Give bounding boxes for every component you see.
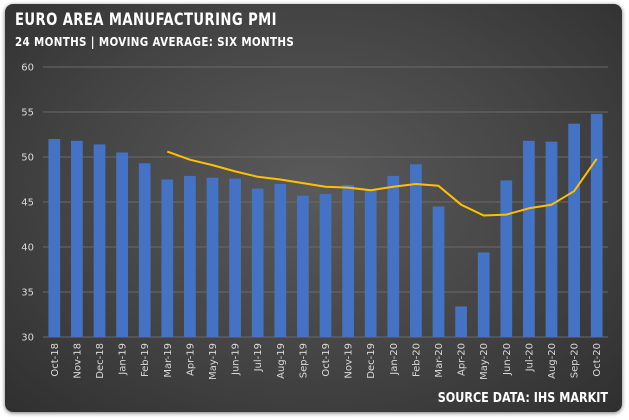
- y-tick-label: 30: [21, 333, 34, 344]
- bar: [229, 178, 241, 337]
- y-tick-label: 55: [21, 108, 34, 119]
- x-tick-label: Jan-20: [389, 343, 400, 376]
- x-tick-label: Nov-18: [72, 343, 83, 379]
- bar: [297, 195, 309, 337]
- x-tick-label: Dec-18: [95, 343, 106, 379]
- x-tick-label: May-19: [208, 343, 219, 380]
- x-tick-label: Jun-20: [502, 343, 513, 376]
- y-tick-label: 45: [21, 198, 34, 209]
- bar: [206, 177, 219, 337]
- y-tick-label: 50: [21, 153, 34, 164]
- bar: [274, 184, 287, 337]
- bar: [590, 113, 603, 337]
- bar: [568, 123, 580, 337]
- x-tick-label: Jun-19: [231, 343, 242, 376]
- bar: [161, 179, 174, 337]
- y-tick-label: 35: [21, 288, 34, 299]
- x-tick-label: Oct-18: [50, 343, 61, 377]
- bar: [71, 140, 83, 337]
- bar: [319, 193, 332, 337]
- bar: [364, 190, 377, 337]
- x-tick-label: May-20: [479, 343, 490, 380]
- bar: [116, 152, 128, 337]
- x-tick-label: Mar-20: [434, 343, 445, 378]
- bar: [545, 141, 558, 337]
- x-tick-label: Dec-19: [366, 343, 377, 379]
- chart-card: EURO AREA MANUFACTURING PMI 24 MONTHS | …: [5, 4, 622, 412]
- x-tick-label: Mar-19: [163, 343, 174, 378]
- x-tick-label: Apr-19: [185, 343, 196, 376]
- x-tick-label: Sep-20: [570, 343, 581, 378]
- bar: [251, 188, 264, 337]
- x-tick-label: Oct-19: [321, 343, 332, 377]
- bar: [138, 163, 151, 337]
- bar: [432, 206, 445, 337]
- bar: [523, 140, 535, 337]
- bar: [477, 252, 490, 337]
- bar: [410, 164, 422, 337]
- x-tick-label: Jul-20: [524, 343, 535, 372]
- chart-title: EURO AREA MANUFACTURING PMI: [15, 10, 277, 30]
- x-tick-label: Feb-19: [140, 343, 151, 377]
- bar: [455, 306, 467, 337]
- y-tick-label: 40: [21, 243, 34, 254]
- bar: [48, 139, 61, 337]
- bar: [184, 175, 196, 337]
- bar: [500, 180, 513, 337]
- x-tick-label: Aug-19: [276, 343, 287, 379]
- pmi-chart: 30 35 40 45 50 55 60 Oct-18 Nov-18 Dec-18 Jan-19 Fe…: [21, 63, 608, 380]
- x-tick-label: Feb-20: [411, 343, 422, 377]
- source-note: SOURCE DATA: IHS MARKIT: [437, 391, 608, 406]
- x-tick-label: Oct-20: [592, 343, 603, 377]
- y-tick-label: 60: [21, 63, 34, 74]
- x-tick-label: Jul-19: [253, 343, 264, 372]
- x-tick-label: Nov-19: [344, 343, 355, 379]
- moving-average-line: [166, 150, 598, 217]
- x-tick-label: Jan-19: [118, 343, 129, 376]
- x-tick-label: Apr-20: [457, 343, 468, 376]
- x-tick-label: Sep-19: [298, 343, 309, 378]
- bar: [387, 175, 400, 337]
- bar: [93, 144, 106, 337]
- x-tick-label: Aug-20: [547, 343, 558, 379]
- bar: [342, 184, 354, 337]
- chart-subtitle: 24 MONTHS | MOVING AVERAGE: SIX MONTHS: [15, 35, 295, 49]
